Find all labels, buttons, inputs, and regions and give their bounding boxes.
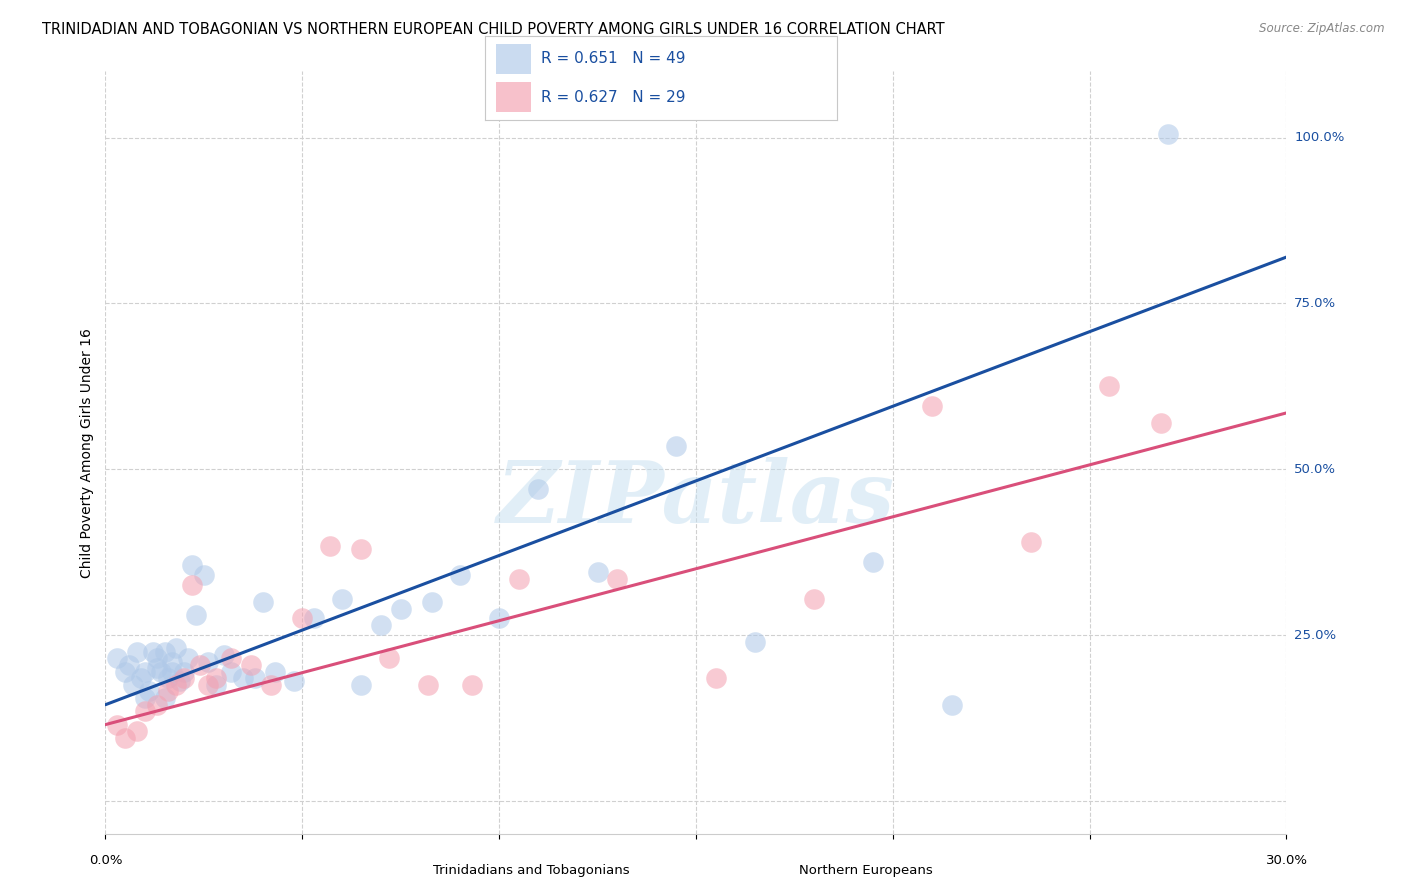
Point	[157, 671, 180, 685]
Point	[240, 657, 263, 672]
Text: 75.0%: 75.0%	[1295, 297, 1337, 310]
Point	[378, 651, 401, 665]
Point	[291, 611, 314, 625]
Point	[184, 608, 207, 623]
Point	[173, 665, 195, 679]
Y-axis label: Child Poverty Among Girls Under 16: Child Poverty Among Girls Under 16	[80, 327, 94, 578]
Point	[1098, 379, 1121, 393]
Point	[162, 655, 184, 669]
Point	[221, 665, 243, 679]
Point	[122, 678, 145, 692]
Text: R = 0.627   N = 29: R = 0.627 N = 29	[541, 89, 686, 104]
Point	[243, 671, 266, 685]
Point	[704, 671, 727, 685]
Point	[134, 704, 156, 718]
Point	[232, 671, 254, 685]
Point	[118, 657, 141, 672]
Point	[125, 645, 148, 659]
Point	[586, 565, 609, 579]
Point	[197, 678, 219, 692]
Text: R = 0.651   N = 49: R = 0.651 N = 49	[541, 52, 686, 67]
Point	[418, 678, 440, 692]
Point	[138, 684, 160, 698]
Point	[145, 698, 167, 712]
Point	[105, 651, 128, 665]
Point	[212, 648, 235, 662]
Bar	[495, 44, 531, 74]
Point	[169, 674, 191, 689]
Point	[105, 717, 128, 731]
Point	[1157, 128, 1180, 142]
Point	[665, 439, 688, 453]
Point	[157, 684, 180, 698]
Point	[145, 651, 167, 665]
Point	[921, 399, 943, 413]
Point	[527, 482, 550, 496]
Point	[125, 724, 148, 739]
Point	[449, 568, 471, 582]
Point	[1149, 416, 1171, 430]
Point	[744, 634, 766, 648]
Point	[263, 665, 285, 679]
Point	[1019, 535, 1042, 549]
Point	[330, 591, 353, 606]
Point	[162, 665, 184, 679]
Point	[204, 678, 226, 692]
Text: TRINIDADIAN AND TOBAGONIAN VS NORTHERN EUROPEAN CHILD POVERTY AMONG GIRLS UNDER : TRINIDADIAN AND TOBAGONIAN VS NORTHERN E…	[42, 22, 945, 37]
Text: Source: ZipAtlas.com: Source: ZipAtlas.com	[1260, 22, 1385, 36]
Point	[460, 678, 482, 692]
Point	[165, 678, 187, 692]
Point	[508, 572, 530, 586]
Point	[283, 674, 305, 689]
Point	[114, 731, 136, 745]
Point	[153, 691, 176, 706]
Point	[488, 611, 510, 625]
Text: ZIPatlas: ZIPatlas	[496, 457, 896, 541]
Text: Trinidadians and Tobagonians: Trinidadians and Tobagonians	[433, 864, 630, 877]
Point	[862, 555, 884, 569]
Point	[350, 678, 373, 692]
Point	[165, 641, 187, 656]
Bar	[495, 82, 531, 112]
Point	[350, 541, 373, 556]
Point	[129, 671, 152, 685]
Text: 25.0%: 25.0%	[1295, 629, 1337, 641]
Point	[145, 661, 167, 675]
Text: 30.0%: 30.0%	[1265, 854, 1308, 867]
Point	[177, 651, 200, 665]
Point	[197, 655, 219, 669]
Point	[260, 678, 283, 692]
Point	[153, 645, 176, 659]
Point	[134, 691, 156, 706]
Point	[941, 698, 963, 712]
Point	[193, 568, 215, 582]
Point	[173, 671, 195, 685]
Point	[302, 611, 325, 625]
Point	[606, 572, 628, 586]
Point	[142, 645, 165, 659]
Point	[319, 539, 342, 553]
Point	[149, 665, 172, 679]
Text: 50.0%: 50.0%	[1295, 463, 1336, 475]
Point	[389, 601, 412, 615]
Point	[181, 578, 204, 592]
Point	[114, 665, 136, 679]
Text: 100.0%: 100.0%	[1295, 131, 1344, 145]
Point	[221, 651, 243, 665]
Point	[181, 558, 204, 573]
Point	[252, 595, 274, 609]
Point	[370, 618, 392, 632]
Point	[204, 671, 226, 685]
Point	[188, 657, 211, 672]
Point	[134, 665, 156, 679]
Point	[803, 591, 825, 606]
Point	[420, 595, 443, 609]
Text: 0.0%: 0.0%	[89, 854, 122, 867]
Text: Northern Europeans: Northern Europeans	[799, 864, 932, 877]
